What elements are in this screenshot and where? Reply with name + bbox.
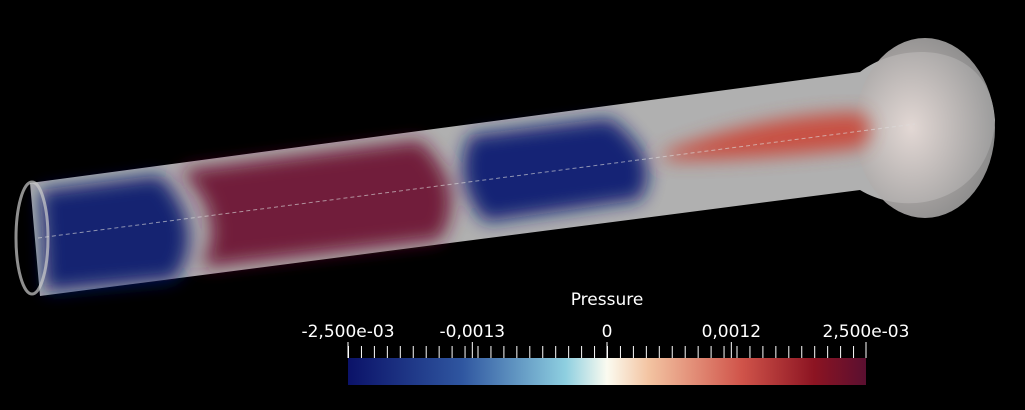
tick-label: -0,0013 — [440, 322, 506, 342]
tick-label: 0 — [602, 322, 613, 342]
tick-label: 2,500e-03 — [823, 322, 910, 342]
colorbar-ticks: -2,500e-03 -0,0013 0 0,0012 2,500e-03 — [301, 322, 909, 358]
colorbar-title: Pressure — [571, 290, 644, 310]
pipe — [14, 38, 995, 296]
tick-label: 0,0012 — [702, 322, 761, 342]
colorbar — [348, 358, 866, 385]
tick-label: -2,500e-03 — [301, 322, 394, 342]
